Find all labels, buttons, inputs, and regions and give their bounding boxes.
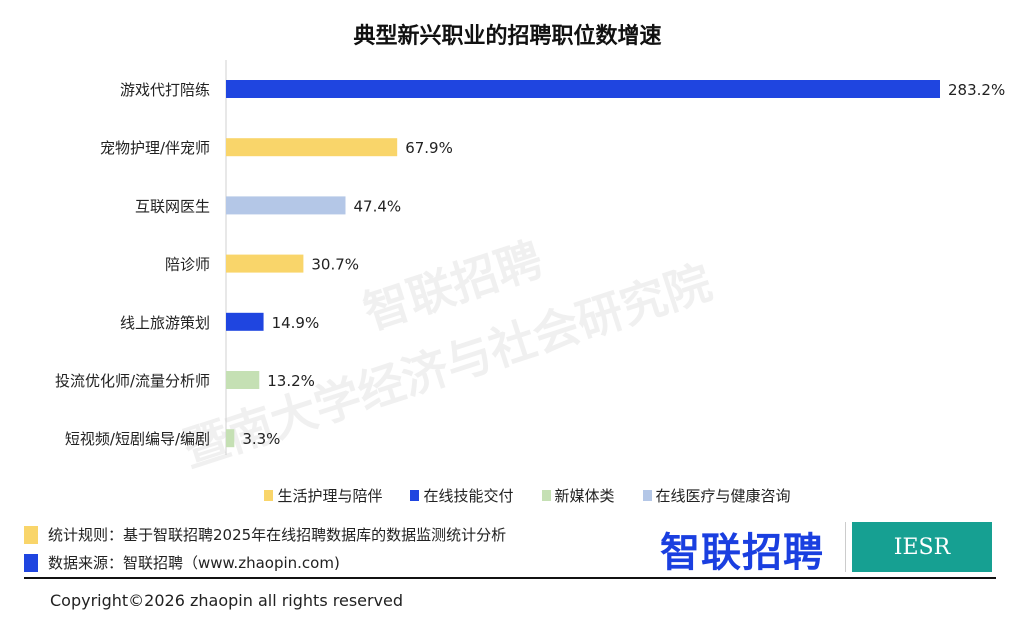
value-label: 283.2% xyxy=(948,81,1005,99)
legend-item: 新媒体类 xyxy=(541,485,615,506)
stat-rule-note: 统计规则：基于智联招聘2025年在线招聘数据库的数据监测统计分析 xyxy=(24,524,506,545)
bar xyxy=(226,429,235,448)
stat-rule-text: 统计规则：基于智联招聘2025年在线招聘数据库的数据监测统计分析 xyxy=(48,526,507,544)
category-label: 互联网医生 xyxy=(135,197,210,215)
bar-chart: 游戏代打陪练 283.2% 宠物护理/伴宠师 67.9% 互联网医生 47.4% 陪诊师 30… xyxy=(55,60,1005,455)
legend-item: 在线医疗与健康咨询 xyxy=(642,485,791,506)
legend-label: 在线技能交付 xyxy=(423,487,514,505)
legend-label: 生活护理与陪伴 xyxy=(277,487,383,505)
source-text: 数据来源：智联招聘（www.zhaopin.com) xyxy=(48,554,340,572)
legend: 生活护理与陪伴 在线技能交付 新媒体类 在线医疗与健康咨询 xyxy=(0,485,1015,506)
bar xyxy=(226,371,260,389)
value-label: 30.7% xyxy=(311,256,359,274)
bar xyxy=(226,80,940,98)
bar xyxy=(226,138,398,157)
category-label: 游戏代打陪练 xyxy=(120,81,210,99)
legend-swatch xyxy=(264,490,274,501)
value-label: 47.4% xyxy=(354,197,402,215)
legend-swatch xyxy=(541,490,551,501)
zhaopin-logo: 智联招聘 xyxy=(660,530,824,576)
legend-swatch xyxy=(410,490,420,501)
category-label: 线上旅游策划 xyxy=(120,314,210,332)
legend-label: 在线医疗与健康咨询 xyxy=(655,487,791,505)
rule-marker xyxy=(24,525,38,544)
bar xyxy=(226,196,346,215)
legend-label: 新媒体类 xyxy=(554,487,615,505)
bar xyxy=(226,312,264,331)
bar xyxy=(226,254,304,273)
source-marker xyxy=(24,553,38,572)
category-label: 陪诊师 xyxy=(165,256,210,274)
legend-swatch xyxy=(642,490,652,501)
footer-divider xyxy=(24,577,996,579)
chart-title: 典型新兴职业的招聘职位数增速 xyxy=(353,24,662,49)
value-label: 13.2% xyxy=(267,372,315,390)
category-label: 宠物护理/伴宠师 xyxy=(100,139,210,157)
legend-item: 生活护理与陪伴 xyxy=(264,485,382,506)
value-label: 67.9% xyxy=(405,139,453,157)
value-label: 14.9% xyxy=(272,314,320,332)
source-note: 数据来源：智联招聘（www.zhaopin.com) xyxy=(24,552,340,573)
category-label: 投流优化师/流量分析师 xyxy=(55,372,210,390)
iesr-logo: IESR xyxy=(852,522,992,572)
copyright: Copyright©2026 zhaopin all rights reserv… xyxy=(50,591,404,610)
category-label: 短视频/短剧编导/编剧 xyxy=(65,430,210,448)
value-label: 3.3% xyxy=(242,430,280,448)
legend-item: 在线技能交付 xyxy=(410,485,514,506)
logo-divider xyxy=(845,522,846,572)
